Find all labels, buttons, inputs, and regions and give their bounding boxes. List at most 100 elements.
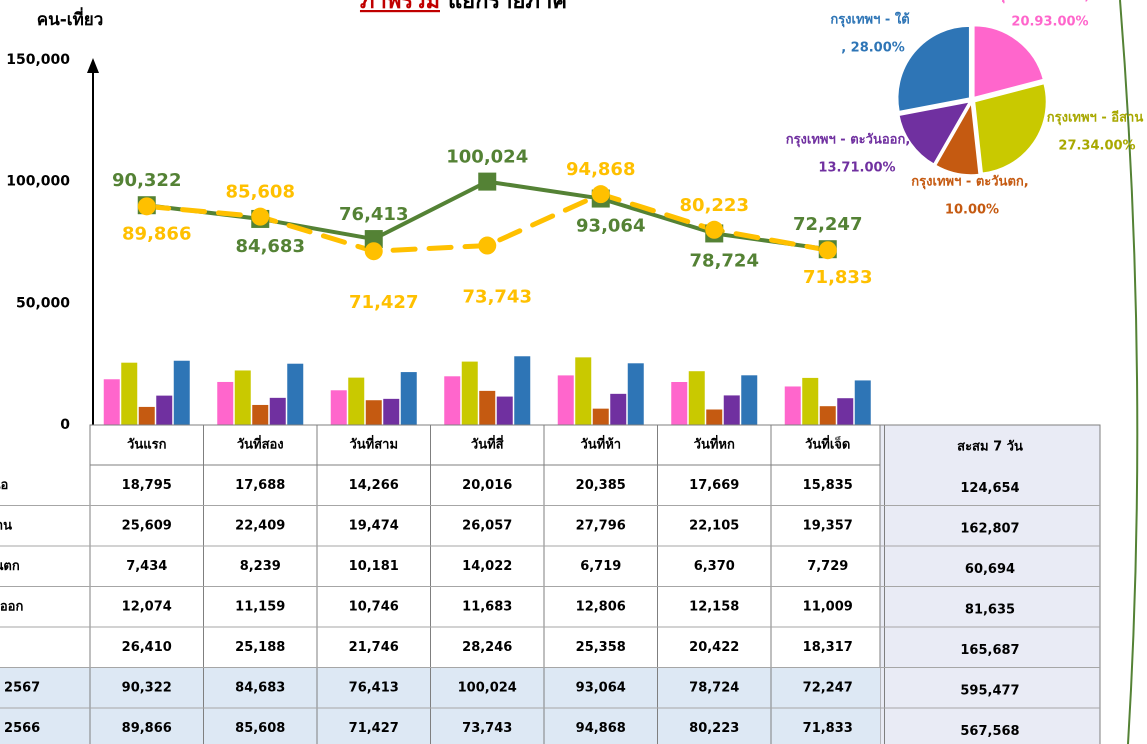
data-label: 100,024	[446, 147, 528, 168]
y-tick-label: 50,000	[16, 295, 70, 311]
data-label: 89,866	[122, 223, 191, 244]
table-cell: 25,358	[576, 640, 626, 655]
y-axis-label: คน-เที่ยว	[37, 7, 104, 30]
table-cell: 19,474	[349, 518, 399, 533]
table-cell: 15,835	[803, 478, 853, 493]
data-label: 84,683	[236, 236, 305, 257]
table-cell: 6,719	[580, 559, 621, 574]
data-label: 71,833	[803, 267, 872, 288]
row-label: ลปีใหม่ 2567	[0, 678, 40, 695]
table-cell: 12,074	[122, 599, 172, 614]
bar	[575, 357, 592, 425]
bar	[365, 400, 382, 425]
table-cell: 22,409	[235, 518, 285, 533]
table-cell: 7,729	[807, 559, 848, 574]
marker	[137, 197, 156, 216]
row-label: นือ	[0, 477, 8, 493]
x-tick-label: วันแรก	[127, 438, 167, 453]
x-tick-label: วันที่หก	[694, 435, 735, 453]
table-cell: 18,795	[122, 478, 172, 493]
bar	[784, 386, 801, 425]
bar	[348, 377, 365, 425]
totals-header: สะสม 7 วัน	[957, 440, 1023, 455]
marker	[251, 207, 270, 226]
marker	[478, 172, 497, 191]
pie-label-value: 20.93.00%	[1011, 15, 1088, 30]
marker	[591, 185, 610, 204]
x-tick-label: วันที่สอง	[237, 435, 284, 453]
marker	[818, 241, 837, 260]
table-cell: 11,159	[235, 599, 285, 614]
table-cell: 28,246	[462, 640, 512, 655]
table-cell: 90,322	[122, 680, 172, 695]
table-cell: 17,669	[689, 478, 739, 493]
table-cell: 26,057	[462, 518, 512, 533]
pie-slice	[973, 82, 1048, 175]
table-cell: 71,833	[803, 721, 853, 736]
table-cell: 7,434	[126, 559, 167, 574]
bar	[514, 356, 531, 425]
bar	[496, 396, 513, 425]
table-totals-bg	[879, 424, 1101, 744]
x-tick-label: วันที่สี่	[471, 435, 504, 453]
y-tick-label: 150,000	[6, 52, 70, 68]
pie-slice	[897, 100, 972, 166]
table-cell: 78,724	[689, 680, 739, 695]
table-cell: 6,370	[694, 559, 735, 574]
table-cell: 80,223	[689, 721, 739, 736]
chart-title: ภาพรวม	[360, 0, 440, 14]
pie-label-name: กรุงเทพฯ - ตะวันออก,	[786, 133, 911, 148]
total-cell: 60,694	[965, 562, 1015, 577]
chart-subtitle: แยกรายภาค	[448, 0, 567, 14]
table-cell: 11,683	[462, 599, 512, 614]
bar	[269, 397, 286, 425]
table-cell: 73,743	[462, 721, 512, 736]
row-label: ลปีใหม่ 2566	[0, 719, 40, 736]
table-cell: 22,105	[689, 518, 739, 533]
table-cell: 20,422	[689, 640, 739, 655]
table-cell: 10,746	[349, 599, 399, 614]
pie-label-name: กรุงเทพฯ - อีสาน	[1047, 110, 1144, 126]
table-row-bg	[0, 708, 880, 744]
total-cell: 567,568	[960, 724, 1019, 739]
bar	[837, 398, 854, 425]
bar	[330, 390, 347, 425]
pie-label-name: กรุงเทพฯ - ตะวันตก,	[911, 175, 1028, 190]
table-cell: 18,317	[803, 640, 853, 655]
data-label: 80,223	[680, 195, 749, 216]
total-cell: 81,635	[965, 602, 1015, 617]
data-label: 94,868	[566, 159, 635, 180]
bar	[741, 375, 758, 425]
total-cell: 162,807	[960, 521, 1019, 536]
bar	[444, 376, 461, 425]
table-cell: 25,609	[122, 518, 172, 533]
bar	[156, 395, 173, 425]
bar	[854, 380, 871, 425]
bar	[688, 371, 705, 425]
x-tick-label: วันที่เจ็ด	[805, 435, 850, 453]
marker	[478, 236, 497, 255]
y-axis-arrow	[87, 58, 99, 73]
table-cell: 85,608	[235, 721, 285, 736]
marker	[364, 242, 383, 261]
table-cell: 94,868	[576, 721, 626, 736]
y-tick-label: 100,000	[6, 174, 70, 190]
pie-label-name: กรุงเทพฯ - ใต้	[830, 11, 909, 28]
data-label: 85,608	[226, 182, 295, 203]
bar	[287, 363, 304, 425]
bar	[627, 363, 644, 425]
bar	[557, 375, 574, 425]
table-cell: 71,427	[349, 721, 399, 736]
total-cell: 595,477	[960, 683, 1019, 698]
bar	[234, 370, 251, 425]
data-label: 72,247	[793, 214, 862, 235]
bar	[121, 362, 138, 425]
bar	[479, 390, 496, 425]
total-cell: 165,687	[960, 643, 1019, 658]
table-cell: 14,266	[349, 478, 399, 493]
table-cell: 76,413	[349, 680, 399, 695]
bar	[610, 393, 627, 425]
bar	[819, 406, 836, 425]
table-cell: 100,024	[458, 680, 517, 695]
